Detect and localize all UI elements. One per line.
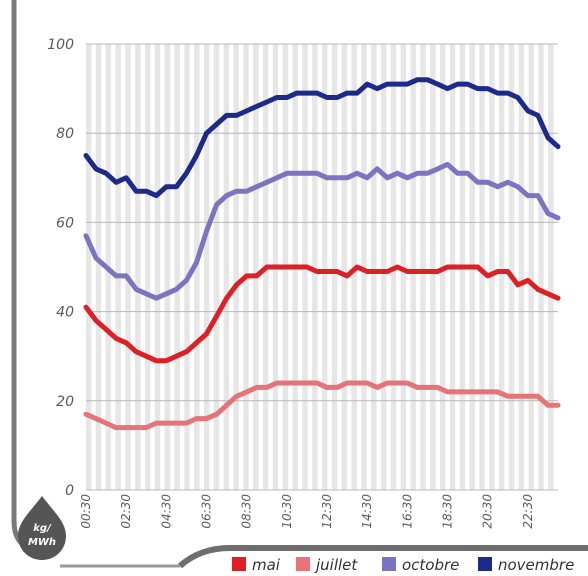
grid-stripe xyxy=(170,44,175,490)
x-tick-label: 12:30 xyxy=(320,494,334,529)
grid-stripe xyxy=(120,44,126,490)
grid-stripe xyxy=(514,44,519,490)
series-line-novembre xyxy=(83,77,561,199)
x-tick-label: 20:30 xyxy=(481,494,495,529)
unit-badge: kg/ MWh xyxy=(18,496,66,560)
y-tick-label: 60 xyxy=(56,215,74,231)
x-tick-label: 08:30 xyxy=(240,494,254,529)
grid-stripe xyxy=(258,44,263,490)
grid-stripe xyxy=(248,44,254,490)
grid-stripe xyxy=(150,44,155,490)
grid-stripe xyxy=(317,44,322,490)
x-tick-label: 04:30 xyxy=(159,494,173,529)
grid-stripe xyxy=(130,44,136,490)
legend-label-novembre: novembre xyxy=(498,556,574,574)
y-tick-label: 20 xyxy=(56,394,74,410)
grid-stripe xyxy=(229,44,234,490)
series-line-mai xyxy=(83,264,561,364)
x-tick-label: 22:30 xyxy=(521,494,535,529)
grid-stripe xyxy=(484,44,490,490)
grid-stripe xyxy=(386,44,391,490)
grid-stripe xyxy=(553,44,558,490)
y-tick-label: 100 xyxy=(47,37,74,53)
grid-stripe xyxy=(347,44,352,490)
drop-icon xyxy=(18,496,66,560)
x-tick-label: 18:30 xyxy=(441,494,455,529)
x-tick-label: 10:30 xyxy=(280,494,294,529)
y-tick-label: 80 xyxy=(56,126,74,142)
legend: mai juillet octobre novembre xyxy=(232,556,574,574)
grid-stripe xyxy=(327,44,332,490)
series-group xyxy=(83,77,561,431)
x-tick-label: 00:30 xyxy=(79,494,93,529)
grid-stripe xyxy=(179,44,185,490)
chart-frame-left xyxy=(11,0,37,551)
legend-swatch-octobre xyxy=(382,557,396,571)
y-tick-label: 40 xyxy=(56,305,74,321)
series-line-octobre xyxy=(83,161,561,301)
x-tick-label: 06:30 xyxy=(200,494,214,529)
unit-label-line1: kg/ xyxy=(33,523,52,534)
x-tick-label: 16:30 xyxy=(400,494,414,529)
unit-label-line2: MWh xyxy=(28,537,56,548)
grid-stripe xyxy=(376,44,381,490)
chart-frame-bottom xyxy=(177,545,588,569)
grid-stripe xyxy=(219,44,224,490)
grid-stripe xyxy=(415,44,421,490)
x-tick-label: 02:30 xyxy=(119,494,133,529)
grid-stripe xyxy=(504,44,509,490)
y-tick-label: 0 xyxy=(65,483,74,499)
grid-stripe xyxy=(199,44,204,490)
grid-stripe xyxy=(160,44,165,490)
legend-swatch-mai xyxy=(232,557,246,571)
grid-stripe xyxy=(366,44,372,490)
grid-stripe xyxy=(140,44,145,490)
x-axis: 00:30 02:30 04:30 06:30 08:30 10:30 12:30 14:30… xyxy=(79,494,535,529)
grid-stripe xyxy=(494,44,499,490)
grid-stripe xyxy=(111,44,116,490)
series-line-juillet xyxy=(83,380,561,431)
grid-stripe xyxy=(435,44,440,490)
grid-stripe xyxy=(91,44,96,490)
legend-swatch-juillet xyxy=(296,557,310,571)
legend-label-octobre: octobre xyxy=(402,556,459,574)
x-tick-label: 14:30 xyxy=(360,494,374,529)
legend-label-juillet: juillet xyxy=(314,556,358,574)
grid-stripe xyxy=(209,44,214,490)
legend-swatch-novembre xyxy=(478,557,492,571)
grid-stripe xyxy=(533,44,539,490)
grid-stripe xyxy=(337,44,342,490)
grid-stripe xyxy=(238,44,244,490)
grid-stripe xyxy=(425,44,431,490)
grid-stripe xyxy=(406,44,411,490)
y-axis: 0 20 40 60 80 100 xyxy=(47,37,74,499)
grid-stripe xyxy=(524,44,529,490)
grid-stripe xyxy=(543,44,549,490)
legend-label-mai: mai xyxy=(252,556,281,574)
